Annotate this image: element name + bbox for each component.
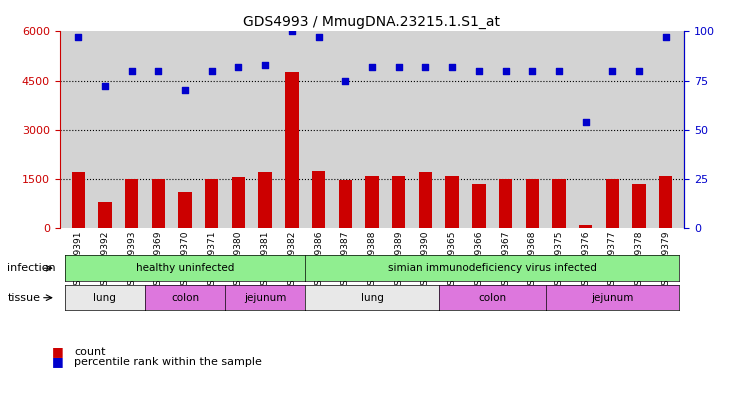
Point [553,68,565,74]
Text: lung: lung [361,293,383,303]
Bar [579,225,592,228]
Bar [71,172,85,228]
Point [259,62,271,68]
Point [393,64,405,70]
Point [606,68,618,74]
Point [420,64,432,70]
Text: lung: lung [94,293,116,303]
Text: colon: colon [478,293,506,303]
Bar [419,172,432,228]
Text: ■: ■ [52,355,64,368]
Text: jejunum: jejunum [244,293,286,303]
Title: GDS4993 / MmugDNA.23215.1.S1_at: GDS4993 / MmugDNA.23215.1.S1_at [243,15,501,29]
Bar [446,176,459,228]
Point [99,83,111,90]
Point [312,34,324,40]
Bar [125,179,138,228]
Bar [232,177,245,228]
Point [286,28,298,35]
Text: healthy uninfected: healthy uninfected [136,263,234,273]
Text: percentile rank within the sample: percentile rank within the sample [74,356,263,367]
Point [580,119,591,125]
Point [153,68,164,74]
Bar [606,179,619,228]
Bar [365,176,379,228]
Bar [632,184,646,228]
Point [126,68,138,74]
Text: infection: infection [7,263,56,273]
Text: ■: ■ [52,345,64,358]
Bar [392,176,405,228]
Bar [552,179,565,228]
Point [526,68,538,74]
Bar [659,176,673,228]
Point [366,64,378,70]
Point [179,87,191,94]
Text: tissue: tissue [7,293,40,303]
Bar [472,184,486,228]
Bar [258,172,272,228]
Point [499,68,511,74]
Bar [339,180,352,228]
Text: colon: colon [171,293,199,303]
Text: jejunum: jejunum [591,293,634,303]
Bar [179,192,192,228]
Point [72,34,84,40]
Point [446,64,458,70]
Point [473,68,485,74]
Bar [525,179,539,228]
Text: count: count [74,347,106,357]
Point [633,68,645,74]
Bar [152,179,165,228]
Bar [205,179,219,228]
Bar [98,202,112,228]
Point [206,68,218,74]
Point [660,34,672,40]
Point [233,64,245,70]
Bar [499,179,512,228]
Bar [312,171,325,228]
Point [339,77,351,84]
Text: simian immunodeficiency virus infected: simian immunodeficiency virus infected [388,263,597,273]
Bar [285,72,298,228]
